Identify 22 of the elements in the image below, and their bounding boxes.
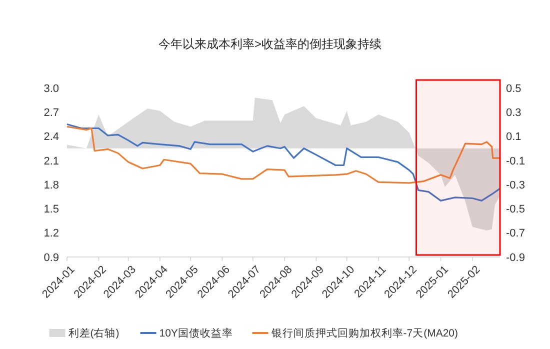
y-tick-label: 0.9 [44, 252, 59, 264]
y2-tick-label: -0.1 [506, 155, 525, 168]
y-tick-label: 1.5 [44, 204, 59, 216]
line-series [66, 123, 501, 202]
y2-tick-label: -0.3 [506, 179, 525, 192]
y2-tick-label: -0.7 [506, 228, 525, 240]
legend-label: 10Y国债收益率 [159, 326, 233, 340]
y-tick-label: 1.8 [44, 179, 59, 192]
y-tick-label: 3.0 [44, 82, 59, 95]
y2-tick-label: -0.5 [506, 204, 525, 216]
y-tick-label: 2.1 [44, 155, 59, 168]
y-tick-label: 1.2 [44, 228, 59, 240]
y-tick-label: 2.7 [44, 106, 59, 119]
y2-tick-label: -0.9 [506, 252, 525, 264]
line-series [66, 126, 501, 184]
y2-tick-label: 0.1 [506, 131, 522, 144]
legend-label: 银行间质押式回购加权利率-7天(MA20) [270, 326, 458, 340]
y2-tick-label: 0.5 [506, 82, 522, 95]
y2-tick-label: 0.3 [506, 106, 522, 119]
y-tick-label: 2.4 [44, 131, 59, 144]
chart-title: 今年以来成本利率>收益率的倒挂现象持续 [158, 37, 382, 51]
legend-label: 利差(右轴) [68, 326, 120, 340]
